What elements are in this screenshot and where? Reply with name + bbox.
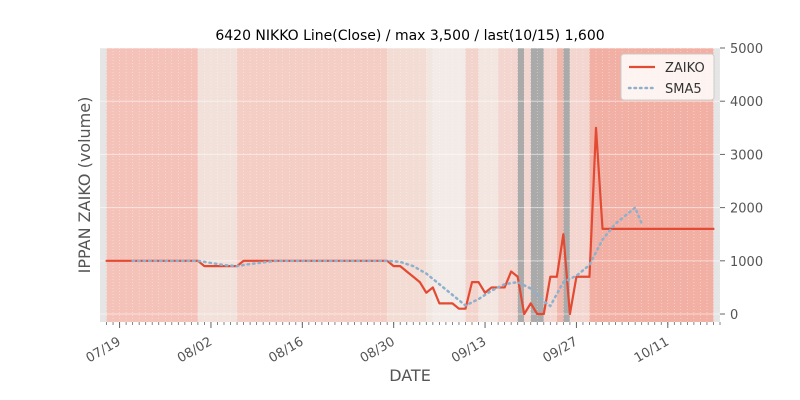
background-band bbox=[563, 48, 570, 322]
series-layer bbox=[105, 126, 715, 316]
background-band bbox=[498, 48, 518, 322]
background-band bbox=[387, 48, 427, 322]
background-band bbox=[197, 48, 238, 322]
background-band bbox=[478, 48, 499, 322]
background-band bbox=[426, 48, 433, 322]
x-tick-label: 08/30 bbox=[358, 334, 398, 366]
background-band bbox=[517, 48, 525, 322]
legend: ZAIKO SMA5 bbox=[620, 53, 715, 101]
background-band bbox=[556, 48, 564, 322]
background-band bbox=[106, 48, 198, 322]
legend-label-zaiko: ZAIKO bbox=[665, 61, 705, 76]
background-band bbox=[237, 48, 388, 322]
legend-box bbox=[620, 53, 715, 101]
background-band bbox=[524, 48, 531, 322]
chart-title: 6420 NIKKO Line(Close) / max 3,500 / las… bbox=[215, 28, 604, 44]
x-axis: 07/19 08/02 08/16 08/30 09/13 09/27 10/11 bbox=[84, 322, 721, 366]
x-tick-label: 08/02 bbox=[175, 334, 215, 366]
legend-label-sma5: SMA5 bbox=[665, 82, 702, 97]
background-band bbox=[569, 48, 590, 322]
background-band bbox=[465, 48, 479, 322]
x-tick-label: 07/19 bbox=[84, 334, 124, 366]
x-axis-label: DATE bbox=[389, 366, 431, 385]
y-tick-label: 4000 bbox=[730, 95, 763, 110]
y-tick-label: 0 bbox=[730, 308, 738, 323]
y-tick-label: 2000 bbox=[730, 202, 763, 217]
y-axis-label: IPPAN ZAIKO (volume) bbox=[75, 97, 94, 274]
y-tick-label: 3000 bbox=[730, 148, 763, 163]
x-tick-label: 10/11 bbox=[632, 334, 672, 366]
background-band bbox=[432, 48, 466, 322]
x-tick-label: 09/27 bbox=[540, 334, 580, 366]
y-tick-label: 1000 bbox=[730, 255, 763, 270]
y-axis: 0 1000 2000 3000 4000 5000 bbox=[720, 42, 763, 323]
background-band bbox=[543, 48, 557, 322]
series-line-zaiko bbox=[105, 126, 715, 316]
background-band bbox=[530, 48, 544, 322]
y-tick-label: 5000 bbox=[730, 42, 763, 57]
series-line-sma5 bbox=[131, 206, 643, 308]
x-tick-label: 09/13 bbox=[449, 334, 489, 366]
x-tick-label: 08/16 bbox=[266, 334, 306, 366]
